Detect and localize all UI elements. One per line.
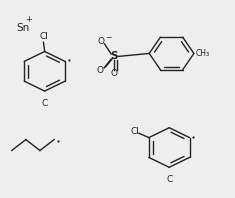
Text: +: +	[25, 15, 31, 24]
Text: C: C	[42, 99, 48, 108]
Text: Cl: Cl	[130, 127, 139, 136]
Text: O: O	[96, 66, 103, 75]
Text: O: O	[98, 37, 105, 46]
Text: S: S	[110, 51, 118, 61]
Text: Sn: Sn	[16, 23, 30, 33]
Text: C: C	[166, 175, 172, 184]
Text: O: O	[110, 69, 118, 78]
Text: −: −	[105, 33, 111, 42]
Text: CH₃: CH₃	[196, 49, 210, 58]
Text: Cl: Cl	[39, 32, 48, 41]
